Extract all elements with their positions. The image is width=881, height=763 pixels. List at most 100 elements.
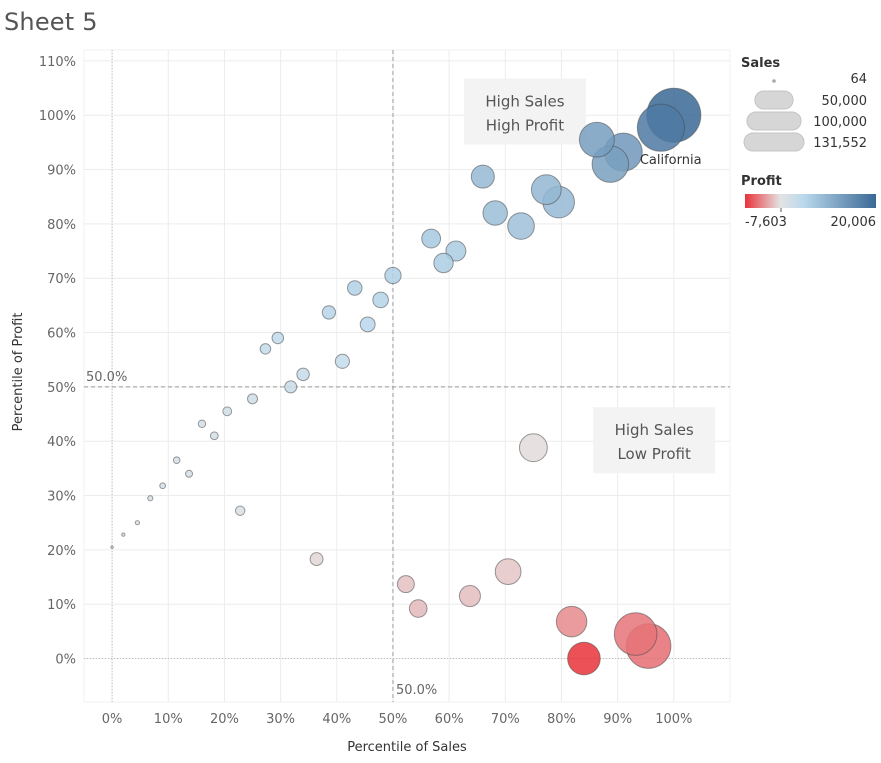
scatter-point[interactable] — [321, 305, 337, 320]
scatter-point[interactable] — [384, 266, 402, 285]
x-tick-label: 0% — [102, 712, 123, 727]
point-label-california: California — [640, 153, 702, 168]
size-legend-label: 64 — [850, 72, 867, 87]
scatter-point[interactable] — [197, 419, 207, 429]
plot-frame — [83, 49, 731, 703]
x-tick-label: 30% — [266, 712, 295, 727]
color-legend-max: 20,006 — [831, 215, 877, 230]
scatter-point[interactable] — [482, 200, 508, 226]
y-tick-label: 10% — [47, 598, 76, 613]
scatter-point[interactable] — [222, 406, 233, 417]
x-tick-label: 60% — [435, 712, 464, 727]
scatter-point[interactable] — [458, 585, 481, 608]
scatter-point[interactable] — [185, 469, 194, 478]
scatter-point[interactable] — [578, 121, 615, 158]
points-layer: California — [110, 87, 702, 676]
scatter-point[interactable] — [234, 505, 246, 516]
scatter-point[interactable] — [396, 575, 415, 594]
size-legend-mark — [746, 111, 802, 131]
reference-line-x-label: 50.0% — [396, 683, 437, 698]
annotation-line-2: Low Profit — [617, 445, 691, 463]
scatter-point[interactable] — [209, 431, 219, 441]
x-tick-label: 50% — [379, 712, 408, 727]
y-tick-label: 70% — [47, 272, 76, 287]
color-legend-title: Profit — [741, 174, 782, 189]
annotation-line-1: High Sales — [485, 92, 564, 110]
scatter-point[interactable] — [347, 280, 363, 296]
y-tick-label: 80% — [47, 218, 76, 233]
scatter-point[interactable] — [613, 612, 658, 656]
y-tick-label: 100% — [39, 109, 76, 124]
scatter-point[interactable] — [247, 393, 259, 405]
scatter-point[interactable] — [284, 380, 298, 394]
scatter-point[interactable] — [110, 545, 114, 549]
size-legend-item: 64 — [772, 72, 867, 87]
scatter-point[interactable] — [433, 252, 454, 274]
scatter-point[interactable] — [494, 558, 522, 585]
y-axis-title: Percentile of Profit — [11, 313, 26, 432]
scatter-point[interactable] — [121, 532, 126, 537]
scatter-point[interactable] — [421, 228, 442, 249]
y-tick-label: 110% — [39, 55, 76, 70]
size-legend-mark — [754, 90, 794, 110]
scatter-point[interactable] — [172, 456, 181, 465]
scatter-point[interactable] — [359, 316, 376, 333]
size-legend-title: Sales — [741, 56, 780, 71]
scatter-point[interactable] — [567, 641, 601, 676]
x-tick-label: 90% — [603, 712, 632, 727]
scatter-point[interactable] — [296, 367, 310, 382]
y-tick-label: 40% — [47, 435, 76, 450]
scatter-point[interactable] — [507, 212, 535, 240]
reference-line-y-label: 50.0% — [86, 370, 127, 385]
scatter-point[interactable] — [147, 495, 154, 502]
y-tick-label: 50% — [47, 381, 76, 396]
x-tick-label: 10% — [154, 712, 183, 727]
y-tick-label: 90% — [47, 164, 76, 179]
scatter-point[interactable] — [518, 433, 548, 463]
color-legend-bar — [745, 194, 876, 208]
annotations: High Sales High Profit High Sales Low Profi… — [463, 78, 716, 474]
size-legend-mark — [743, 132, 805, 152]
reference-lines: 50.0% 50.0% — [84, 50, 730, 702]
size-legend-label: 50,000 — [822, 94, 868, 109]
x-tick-label: 70% — [491, 712, 520, 727]
annotation-line-2: High Profit — [486, 116, 564, 134]
size-legend-items: 64 50,000 100,000 131,552 — [743, 72, 868, 152]
x-tick-label: 40% — [322, 712, 351, 727]
y-tick-label: 20% — [47, 544, 76, 559]
y-tick-label: 0% — [55, 653, 76, 668]
scatter-point[interactable] — [636, 103, 685, 152]
sheet-title: Sheet 5 — [4, 8, 98, 36]
axis-ticks: 0% 10% 20% 30% 40% 50% 60% 70% 80% 90% 100% 0% 10% 20… — [39, 55, 693, 727]
y-tick-label: 30% — [47, 490, 76, 505]
scatter-point[interactable] — [530, 174, 562, 206]
annotation-line-1: High Sales — [615, 421, 694, 439]
size-legend-label: 100,000 — [813, 115, 867, 130]
annotation-background — [463, 78, 586, 145]
scatter-point[interactable] — [372, 291, 389, 309]
scatter-point[interactable] — [334, 353, 350, 369]
scatter-point[interactable] — [271, 331, 285, 345]
size-legend-item: 131,552 — [743, 132, 867, 152]
legend: Sales 64 50,000 100,000 131,552 Profit -7,6… — [741, 56, 876, 230]
scatter-point[interactable] — [259, 343, 272, 355]
annotation-box: High Sales High Profit — [463, 78, 586, 145]
size-legend-mark — [772, 79, 776, 83]
scatter-point[interactable] — [555, 605, 588, 638]
size-legend-item: 50,000 — [754, 90, 868, 110]
x-axis-title: Percentile of Sales — [347, 740, 467, 755]
annotation-box: High Sales Low Profit — [593, 407, 716, 474]
size-legend-label: 131,552 — [813, 136, 867, 151]
y-tick-label: 60% — [47, 327, 76, 342]
scatter-point[interactable] — [134, 520, 140, 526]
scatter-point[interactable] — [470, 164, 495, 189]
annotation-background — [593, 407, 716, 474]
x-tick-label: 100% — [655, 712, 692, 727]
x-tick-label: 80% — [547, 712, 576, 727]
scatter-point[interactable] — [309, 552, 324, 567]
x-tick-label: 20% — [210, 712, 239, 727]
size-legend-item: 100,000 — [746, 111, 867, 131]
scatter-point[interactable] — [159, 482, 167, 490]
scatter-point[interactable] — [408, 599, 428, 618]
